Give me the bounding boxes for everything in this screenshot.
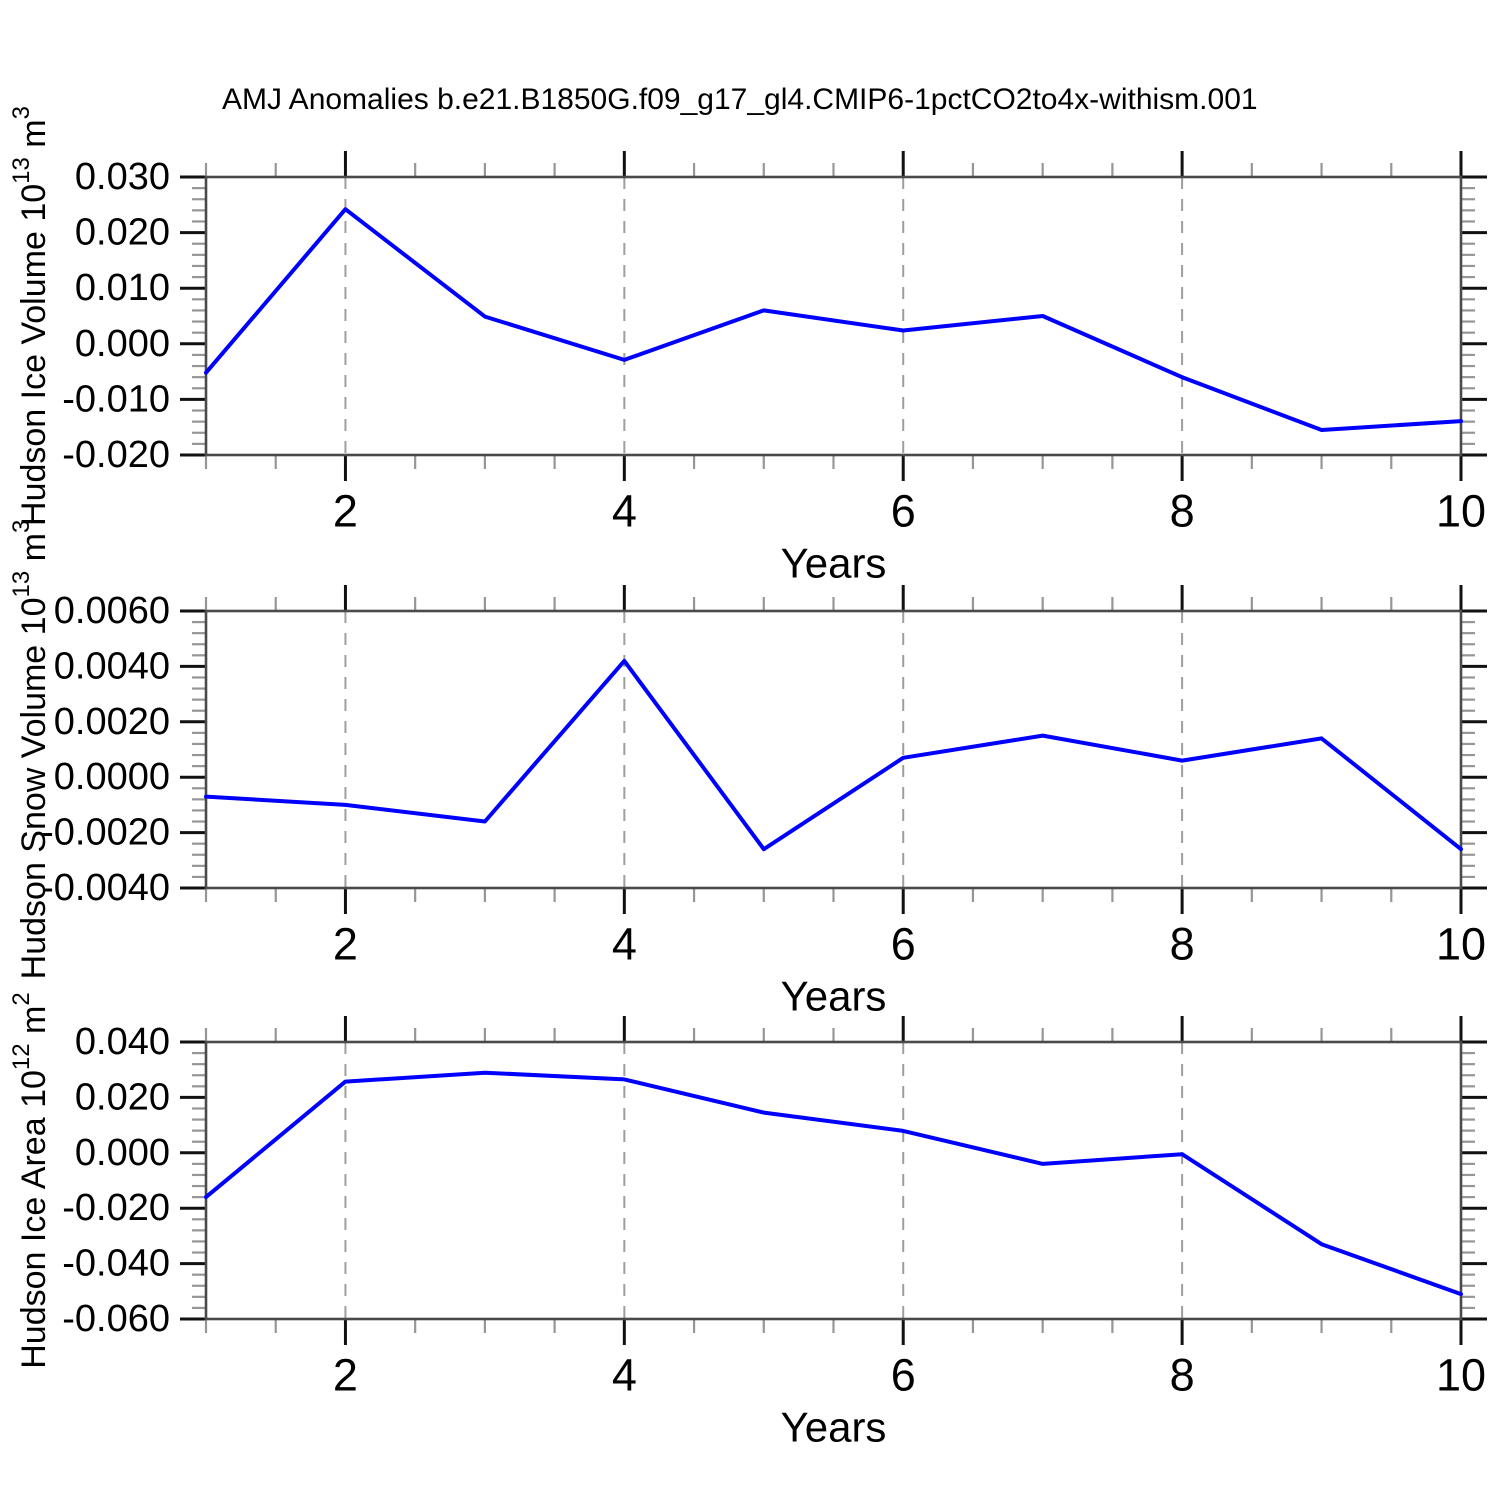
plot-border	[204, 609, 1463, 890]
panel-hudson-ice-volume: 0.030 0.020 0.010 0.000 -0.010 -0.020 2 4 6 8 10 Ye…	[8, 106, 1487, 587]
series-line-hudson-snow-volume	[204, 658, 1463, 852]
x-tick-label: 2	[333, 1350, 358, 1401]
y-tick-label: 0.0040	[54, 645, 170, 687]
y-axis-title: Hudson Ice Area 1012 m2	[8, 992, 54, 1369]
plot-border	[204, 175, 1463, 457]
y-tick-label: -0.040	[62, 1243, 170, 1285]
y-tick-label: 0.000	[75, 1132, 170, 1174]
y-tick-label: 0.030	[75, 156, 170, 198]
y-tick-label: -0.020	[62, 434, 170, 476]
x-axis-title: Years	[781, 540, 887, 587]
panel-hudson-snow-volume: 0.0060 0.0040 0.0020 0.0000 -0.0020 -0.0040 2 4…	[8, 520, 1487, 1020]
y-tick-label: -0.0020	[41, 812, 170, 854]
y-tick-label: -0.060	[62, 1298, 170, 1340]
y-tick-label: 0.010	[75, 267, 170, 309]
x-tick-label: 6	[891, 1350, 916, 1401]
y-axis-title: Hudson Snow Volume 1013 m3	[8, 520, 54, 980]
x-tick-label: 4	[612, 486, 637, 537]
x-tick-label: 10	[1436, 1350, 1486, 1401]
plot-border	[204, 1040, 1463, 1321]
x-tick-label: 6	[891, 919, 916, 970]
x-tick-label: 10	[1436, 486, 1486, 537]
x-tick-label: 4	[612, 1350, 637, 1401]
series-line-hudson-ice-volume	[204, 207, 1463, 432]
y-tick-label: 0.0000	[54, 756, 170, 798]
x-axis-title: Years	[781, 973, 887, 1020]
y-tick-label: 0.020	[75, 212, 170, 254]
x-tick-label: 2	[333, 486, 358, 537]
x-tick-label: 8	[1170, 486, 1195, 537]
y-tick-label: 0.020	[75, 1076, 170, 1118]
y-tick-label: 0.0020	[54, 701, 170, 743]
y-tick-label: -0.010	[62, 378, 170, 420]
chart-title: AMJ Anomalies b.e21.B1850G.f09_g17_gl4.C…	[222, 83, 1258, 116]
y-tick-label: -0.0040	[41, 867, 170, 909]
x-tick-label: 2	[333, 919, 358, 970]
y-tick-label: 0.0060	[54, 590, 170, 632]
x-tick-label: 8	[1170, 1350, 1195, 1401]
y-axis-title: Hudson Ice Volume 1013 m3	[8, 106, 54, 526]
x-tick-label: 8	[1170, 919, 1195, 970]
x-tick-label: 6	[891, 486, 916, 537]
panel-hudson-ice-area: 0.040 0.020 0.000 -0.020 -0.040 -0.060 2 4 6 8 10 Y…	[8, 992, 1487, 1451]
y-tick-label: 0.040	[75, 1021, 170, 1063]
y-tick-label: 0.000	[75, 323, 170, 365]
x-tick-label: 10	[1436, 919, 1486, 970]
y-tick-label: -0.020	[62, 1187, 170, 1229]
x-axis-title: Years	[781, 1404, 887, 1451]
x-tick-label: 4	[612, 919, 637, 970]
series-line-hudson-ice-area	[204, 1070, 1463, 1297]
